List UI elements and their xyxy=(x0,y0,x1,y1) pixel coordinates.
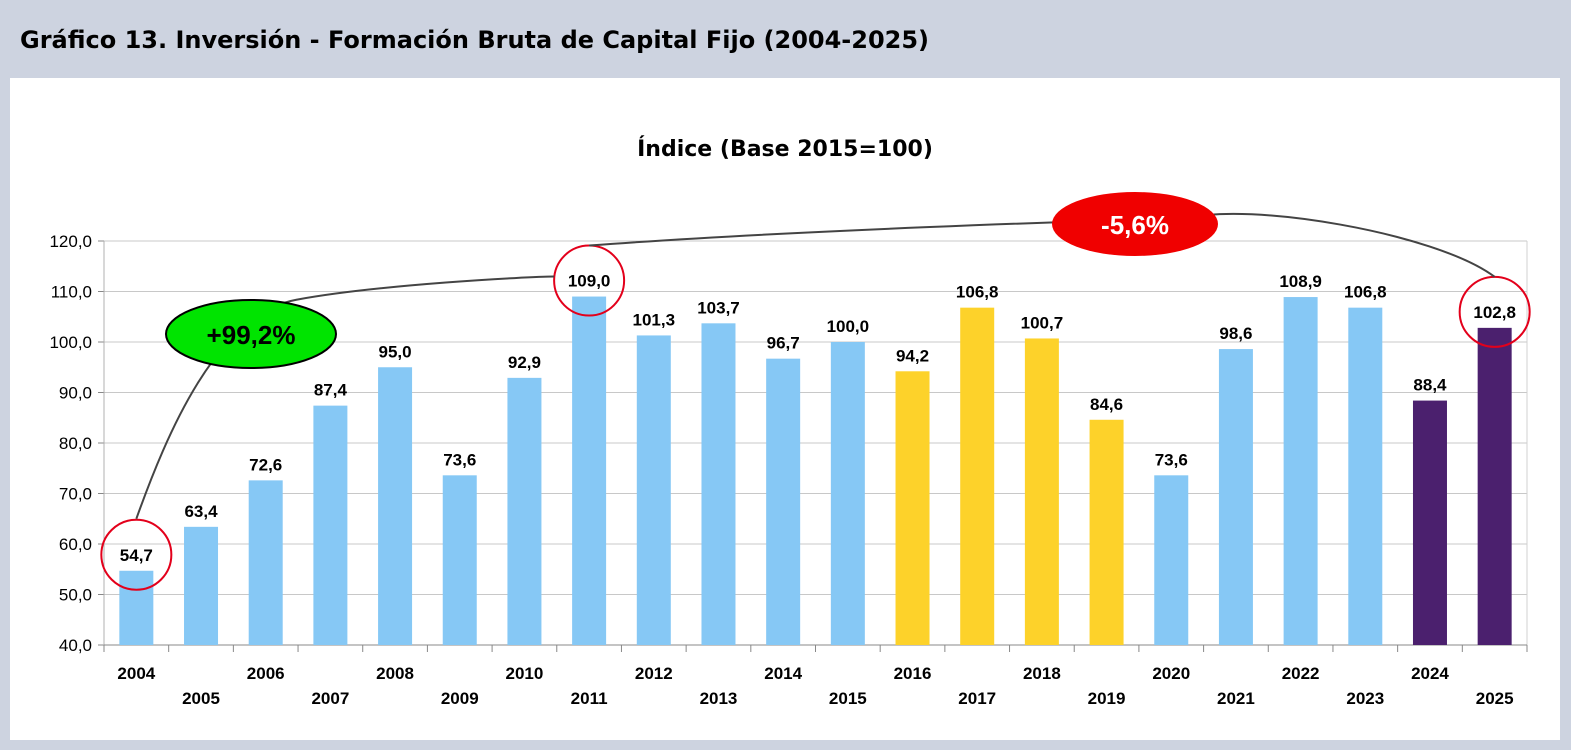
growth-connector xyxy=(135,275,555,520)
y-tick-label: 110,0 xyxy=(51,283,92,302)
data-label-2005: 63,4 xyxy=(184,502,218,521)
bar-2015 xyxy=(830,342,865,645)
y-tick-label: 70,0 xyxy=(59,485,92,504)
x-label-2017: 2017 xyxy=(958,689,996,708)
x-label-2006: 2006 xyxy=(247,664,285,683)
x-label-2010: 2010 xyxy=(506,664,544,683)
x-label-2023: 2023 xyxy=(1346,689,1384,708)
x-label-2009: 2009 xyxy=(441,689,479,708)
chart-title: Índice (Base 2015=100) xyxy=(637,136,933,162)
x-label-2012: 2012 xyxy=(635,664,673,683)
page-title: Gráfico 13. Inversión - Formación Bruta … xyxy=(20,26,930,54)
data-label-2004: 54,7 xyxy=(120,546,153,565)
highlight-circle-2004 xyxy=(100,518,173,591)
bar-2020 xyxy=(1154,475,1189,645)
bar-2023 xyxy=(1348,307,1383,645)
bar-2007 xyxy=(313,405,348,645)
x-label-2020: 2020 xyxy=(1152,664,1190,683)
data-label-2017: 106,8 xyxy=(956,283,999,302)
y-tick-label: 90,0 xyxy=(59,384,92,403)
bar-2025 xyxy=(1477,327,1512,645)
y-tick-label: 120,0 xyxy=(49,232,92,251)
data-label-2010: 92,9 xyxy=(508,353,541,372)
data-label-2006: 72,6 xyxy=(249,455,282,474)
x-label-2005: 2005 xyxy=(182,689,220,708)
data-label-2024: 88,4 xyxy=(1413,376,1447,395)
bar-2010 xyxy=(507,377,542,645)
decline-badge-text: -5,6% xyxy=(1101,210,1169,240)
x-label-2021: 2021 xyxy=(1217,689,1255,708)
x-label-2024: 2024 xyxy=(1411,664,1449,683)
data-label-2025: 102,8 xyxy=(1473,303,1516,322)
x-label-2007: 2007 xyxy=(311,689,349,708)
y-tick-label: 100,0 xyxy=(49,333,92,352)
x-label-2025: 2025 xyxy=(1476,689,1514,708)
bar-2008 xyxy=(378,367,413,645)
data-label-2011: 109,0 xyxy=(568,272,611,291)
bar-2022 xyxy=(1283,297,1318,645)
y-tick-label: 80,0 xyxy=(59,434,92,453)
bar-2014 xyxy=(766,358,801,645)
x-label-2011: 2011 xyxy=(571,689,608,708)
x-label-2022: 2022 xyxy=(1282,664,1320,683)
bar-2012 xyxy=(636,335,671,645)
y-tick-label: 40,0 xyxy=(59,636,92,655)
data-label-2014: 96,7 xyxy=(767,334,800,353)
bar-2005 xyxy=(184,526,219,645)
data-label-2019: 84,6 xyxy=(1090,395,1123,414)
bar-2011 xyxy=(572,296,607,645)
bar-2024 xyxy=(1412,400,1447,645)
data-label-2020: 73,6 xyxy=(1155,450,1188,469)
x-label-2015: 2015 xyxy=(829,689,867,708)
data-label-2015: 100,0 xyxy=(827,317,870,336)
y-tick-label: 50,0 xyxy=(59,586,92,605)
data-label-2021: 98,6 xyxy=(1219,324,1252,343)
bar-2019 xyxy=(1089,419,1124,645)
x-label-2013: 2013 xyxy=(700,689,738,708)
data-label-2016: 94,2 xyxy=(896,346,929,365)
x-label-2019: 2019 xyxy=(1088,689,1126,708)
decline-connector xyxy=(589,212,1496,278)
growth-badge xyxy=(165,299,337,369)
bar-2017 xyxy=(960,307,995,645)
data-label-2023: 106,8 xyxy=(1344,283,1387,302)
data-label-2008: 95,0 xyxy=(379,342,412,361)
header-bar: Gráfico 13. Inversión - Formación Bruta … xyxy=(0,0,1571,78)
bar-2021 xyxy=(1218,349,1253,645)
data-label-2013: 103,7 xyxy=(697,298,740,317)
bar-2016 xyxy=(895,371,930,645)
x-label-2018: 2018 xyxy=(1023,664,1061,683)
data-label-2009: 73,6 xyxy=(443,450,476,469)
decline-badge xyxy=(1052,192,1218,256)
x-label-2004: 2004 xyxy=(117,664,155,683)
growth-badge-text: +99,2% xyxy=(207,320,296,350)
bar-2018 xyxy=(1024,338,1059,645)
data-label-2007: 87,4 xyxy=(314,381,348,400)
bar-2006 xyxy=(248,480,283,645)
y-tick-label: 60,0 xyxy=(59,535,92,554)
data-label-2018: 100,7 xyxy=(1021,313,1064,332)
x-label-2008: 2008 xyxy=(376,664,414,683)
bar-2004 xyxy=(119,570,154,645)
bar-2013 xyxy=(701,323,736,645)
data-label-2022: 108,9 xyxy=(1279,272,1322,291)
x-label-2014: 2014 xyxy=(764,664,802,683)
x-label-2016: 2016 xyxy=(894,664,932,683)
bar-2009 xyxy=(442,475,477,645)
data-label-2012: 101,3 xyxy=(633,310,676,329)
